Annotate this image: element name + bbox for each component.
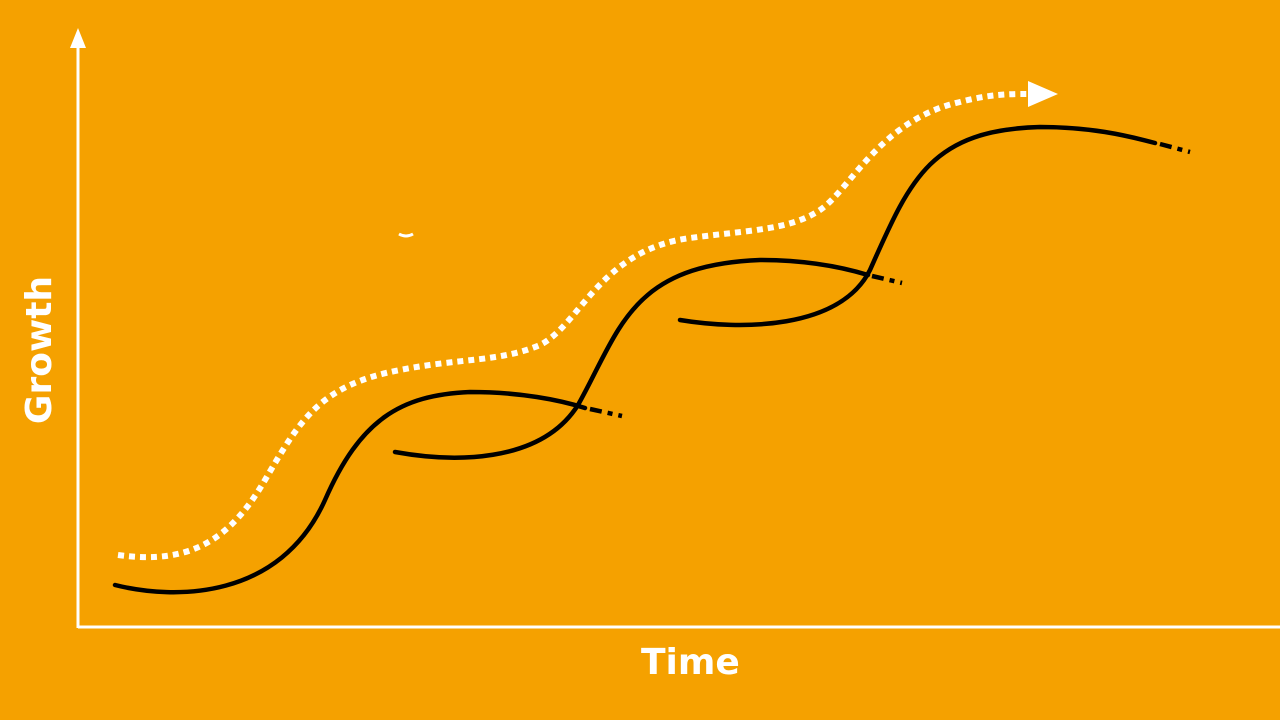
s-curve-2 [392, 257, 871, 460]
s-curve-3 [677, 124, 1158, 328]
y-axis-arrowhead [70, 28, 86, 48]
y-axis-label: Growth [19, 275, 60, 425]
s-curve-1 [112, 389, 588, 595]
s-curve-2-tail [871, 273, 903, 286]
stray-mark [398, 232, 414, 238]
trend-arrowhead [1028, 81, 1058, 107]
trend-line [117, 91, 1029, 561]
s-curve-1-tail [589, 406, 623, 419]
x-axis-label: Time [641, 642, 740, 683]
s-curve-3-tail [1159, 141, 1191, 155]
